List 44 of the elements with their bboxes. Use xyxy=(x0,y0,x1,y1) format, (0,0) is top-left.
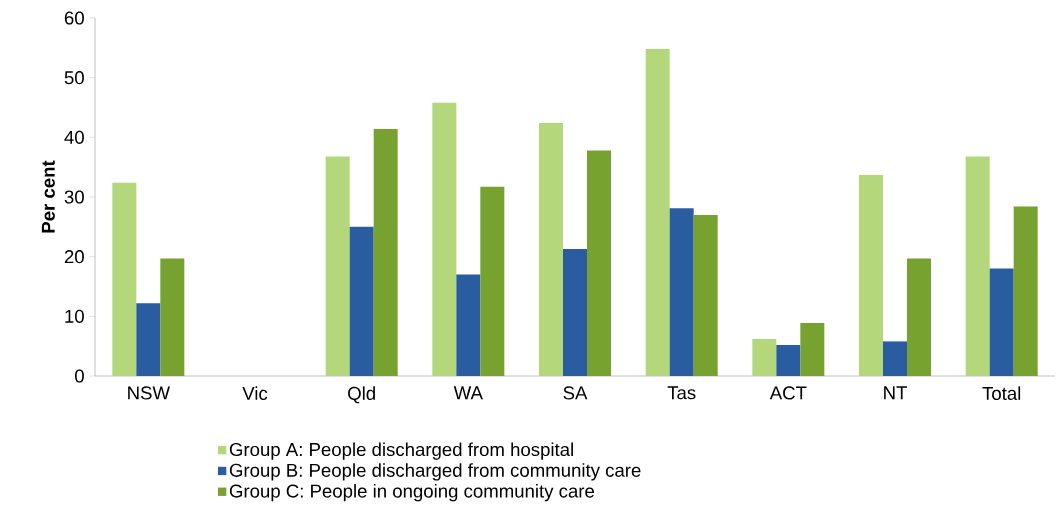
bar xyxy=(325,156,350,376)
bar xyxy=(989,268,1014,376)
x-tick-label: WA xyxy=(453,386,483,400)
y-tick-label: 0 xyxy=(75,369,84,383)
x-tick-label: SA xyxy=(563,386,588,400)
bar xyxy=(539,123,564,376)
bar xyxy=(645,49,670,376)
bar xyxy=(136,303,161,376)
bar xyxy=(776,344,801,376)
legend-label: Group A: People discharged from hospital xyxy=(229,442,573,460)
bar xyxy=(160,258,185,376)
bar xyxy=(965,156,990,376)
y-axis-title: Per cent xyxy=(41,160,55,233)
bar xyxy=(373,128,398,376)
bar xyxy=(480,186,505,376)
y-tick-label: 60 xyxy=(64,11,84,25)
y-tick-label: 30 xyxy=(64,190,84,204)
legend-label: Group C: People in ongoing community care xyxy=(229,484,595,502)
bar xyxy=(800,322,825,376)
bar xyxy=(907,258,932,376)
bar xyxy=(587,150,612,376)
bar xyxy=(752,339,777,376)
x-tick-label: Vic xyxy=(242,386,268,401)
legend-label: Group B: People discharged from community care xyxy=(229,463,641,481)
x-tick-label: Total xyxy=(982,386,1021,401)
x-tick-label: ACT xyxy=(769,386,807,400)
x-tick-label: NSW xyxy=(128,386,170,400)
x-tick-label: Qld xyxy=(348,386,375,404)
bar xyxy=(349,226,374,376)
x-tick-label: Tas xyxy=(667,386,696,400)
bar xyxy=(1013,206,1038,376)
bar xyxy=(112,182,137,376)
y-tick-label: 10 xyxy=(65,309,84,323)
y-tick-label: 40 xyxy=(64,130,84,144)
bar xyxy=(859,174,884,376)
bar xyxy=(432,102,457,376)
bar xyxy=(883,341,908,376)
y-tick-label: 50 xyxy=(64,71,84,85)
bar xyxy=(563,248,588,376)
bar xyxy=(669,208,694,376)
bar xyxy=(693,214,718,376)
y-tick-label: 20 xyxy=(64,250,84,264)
x-tick-label: NT xyxy=(884,386,907,400)
bar xyxy=(456,274,481,376)
